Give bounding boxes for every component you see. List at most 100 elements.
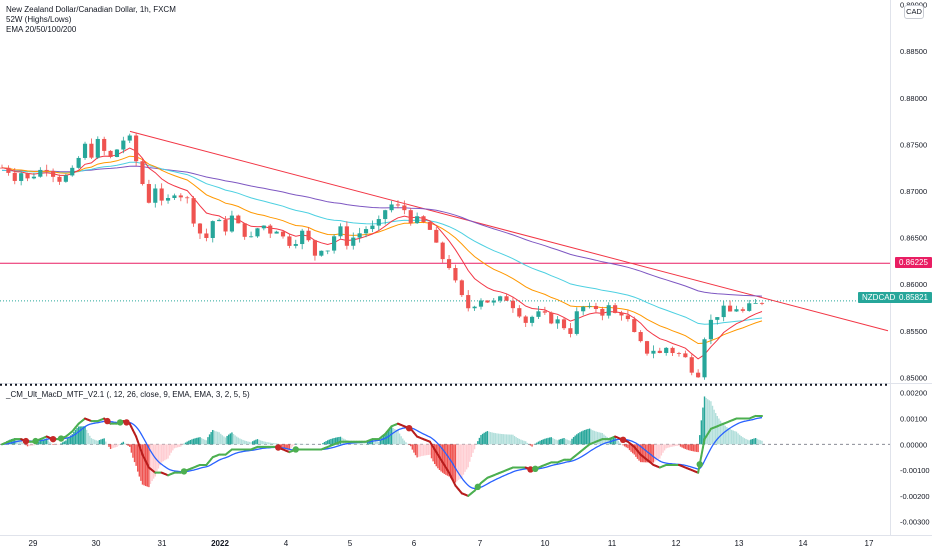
- histogram-bar: [68, 436, 70, 445]
- histogram-bar: [691, 444, 693, 452]
- histogram-bar: [236, 436, 238, 445]
- histogram-bar: [170, 444, 172, 453]
- histogram-bar: [229, 433, 232, 445]
- candle-body: [696, 372, 701, 378]
- candle: [338, 223, 343, 239]
- histogram-bar: [55, 444, 57, 445]
- candle-body: [51, 170, 56, 177]
- histogram-bar: [245, 441, 247, 445]
- candle: [727, 300, 733, 312]
- candle-body: [357, 233, 362, 238]
- histogram-bar: [435, 444, 437, 467]
- histogram-bar: [366, 442, 369, 445]
- histogram-bar: [475, 444, 477, 445]
- candle-body: [593, 305, 599, 309]
- histogram-bar: [679, 444, 682, 447]
- candle: [408, 208, 413, 226]
- histogram-bar: [457, 444, 460, 480]
- histogram-bar: [532, 444, 535, 446]
- histogram-bar: [667, 444, 669, 448]
- candle-body: [197, 223, 203, 234]
- histogram-bar: [477, 441, 479, 445]
- indicator-ema-label[interactable]: EMA 20/50/100/200: [6, 25, 77, 34]
- histogram-bar: [360, 443, 362, 445]
- candle: [657, 347, 662, 354]
- cross-marker: [180, 468, 188, 475]
- histogram-bar: [251, 441, 254, 445]
- cross-marker: [474, 483, 481, 491]
- candle: [236, 214, 241, 224]
- cross-marker: [532, 465, 539, 473]
- histogram-bar: [719, 420, 722, 445]
- candle: [6, 165, 11, 176]
- candle: [223, 215, 228, 236]
- indicator-52w-label[interactable]: 52W (Highs/Lows): [6, 15, 72, 24]
- histogram-bar: [176, 444, 179, 448]
- histogram-bar: [678, 444, 680, 446]
- histogram-bar: [135, 444, 137, 466]
- histogram-bar: [671, 444, 674, 447]
- last-price-tag: 0.85821: [895, 292, 932, 303]
- histogram-bar: [657, 444, 659, 460]
- currency-badge[interactable]: CAD: [904, 5, 924, 19]
- candle-body: [389, 204, 394, 211]
- candle: [172, 193, 177, 201]
- histogram-bar: [497, 433, 500, 445]
- histogram-bar: [325, 441, 327, 445]
- candle-body: [702, 339, 707, 378]
- histogram-bar: [141, 444, 144, 485]
- histogram-bar: [754, 438, 757, 445]
- candle: [613, 303, 618, 314]
- histogram-bar: [403, 440, 406, 445]
- histogram-bar: [566, 439, 568, 445]
- histogram-bar: [231, 432, 233, 445]
- time-label-12: 12: [672, 539, 681, 548]
- histogram-bar: [743, 438, 746, 445]
- histogram-bar: [548, 437, 551, 445]
- histogram-bar: [232, 434, 235, 445]
- candle-body: [153, 188, 158, 203]
- histogram-bar: [630, 444, 632, 452]
- histogram-bar: [499, 433, 501, 445]
- cross-marker: [619, 436, 627, 444]
- time-label-11: 11: [608, 539, 617, 548]
- histogram-bar: [433, 444, 436, 464]
- histogram-bar: [181, 444, 184, 446]
- histogram-bar: [255, 439, 257, 445]
- histogram-bar: [327, 440, 329, 445]
- histogram-bar: [665, 444, 667, 449]
- histogram-bar: [742, 437, 744, 445]
- candle: [121, 136, 126, 154]
- histogram-bar: [596, 431, 599, 445]
- histogram-bar: [453, 444, 455, 482]
- histogram-bar: [271, 442, 273, 445]
- histogram-bar: [623, 444, 626, 447]
- histogram-bar: [109, 444, 112, 449]
- histogram-bar: [635, 444, 637, 457]
- histogram-bar: [53, 444, 56, 445]
- indicator-title[interactable]: _CM_Ult_MacD_MTF_V2.1 (, 12, 26, close, …: [6, 390, 250, 399]
- histogram-bar: [489, 432, 492, 445]
- histogram-bar: [386, 432, 388, 445]
- signal-line: [1, 416, 763, 490]
- candle: [625, 310, 630, 322]
- candle: [210, 220, 215, 243]
- histogram-bar: [536, 442, 538, 445]
- candle-body: [574, 311, 579, 334]
- candle-body: [734, 309, 739, 312]
- candle-body: [306, 230, 311, 241]
- candle: [651, 345, 656, 359]
- histogram-bar: [293, 444, 295, 445]
- chart-legend: New Zealand Dollar/Canadian Dollar, 1h, …: [6, 5, 176, 35]
- histogram-bar: [328, 439, 331, 445]
- candle-body: [472, 306, 477, 309]
- histogram-bar: [224, 437, 227, 445]
- candle: [25, 172, 30, 182]
- histogram-bar: [406, 443, 409, 445]
- candle-body: [89, 143, 94, 158]
- candle: [530, 315, 535, 327]
- candle-body: [606, 305, 611, 316]
- histogram-bar: [710, 401, 712, 445]
- candle: [134, 133, 139, 166]
